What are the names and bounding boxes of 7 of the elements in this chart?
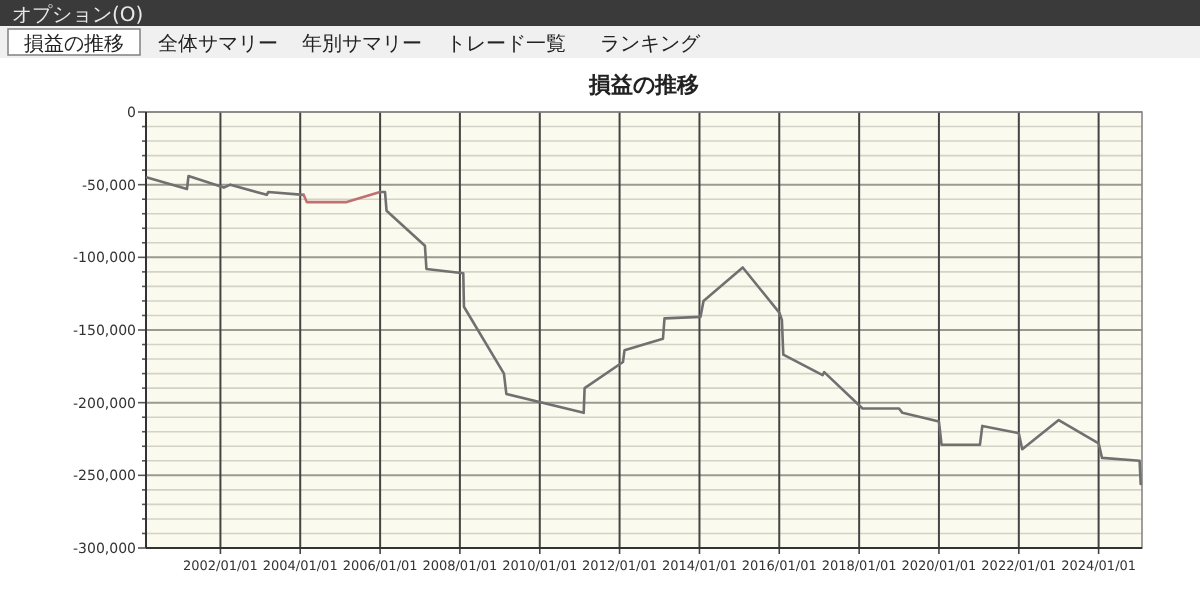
text: 損益の推移	[24, 32, 124, 56]
text: オプション(O)	[12, 3, 144, 27]
text: 年別サマリー	[302, 32, 422, 56]
text: 全体サマリー	[158, 32, 278, 56]
text: トレード一覧	[446, 34, 566, 56]
text: ランキング	[600, 34, 702, 56]
chart-title: 損益の推移	[587, 72, 699, 98]
